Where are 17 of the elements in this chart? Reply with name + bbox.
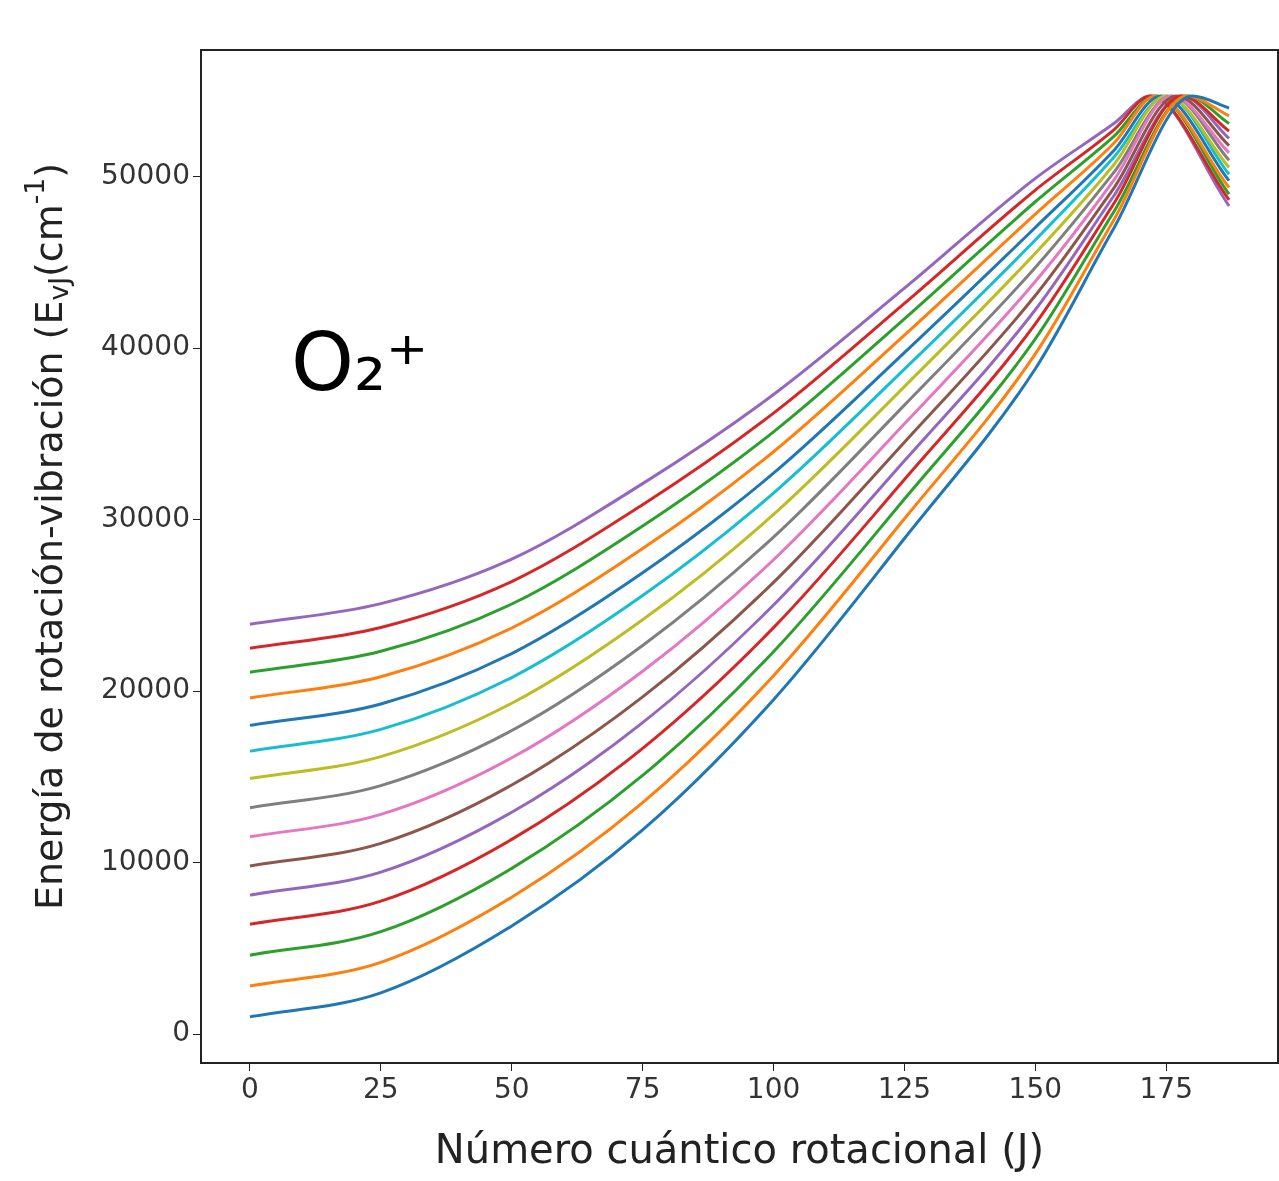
x-tick-label: 100	[746, 1072, 801, 1106]
x-tick-label: 175	[1139, 1072, 1193, 1106]
annotation: O₂⁺	[291, 316, 429, 409]
y-tick-label: 30000	[100, 500, 190, 534]
x-tick-label: 25	[363, 1072, 399, 1106]
y-tick-label: 20000	[100, 672, 190, 706]
x-tick-label: 0	[241, 1072, 259, 1106]
x-axis-title: Número cuántico rotacional (J)	[434, 1126, 1045, 1173]
y-tick-label: 10000	[100, 843, 190, 877]
x-tick-label: 50	[493, 1072, 530, 1106]
x-tick-label: 150	[1008, 1072, 1063, 1106]
y-tick-label: 50000	[100, 157, 190, 191]
x-tick-label: 75	[624, 1072, 661, 1106]
y-tick-label: 40000	[100, 329, 190, 363]
x-tick-label: 125	[877, 1072, 932, 1106]
y-tick-label: 0	[172, 1015, 190, 1049]
y-axis-title: Energía de rotación-vibración (EvJ(cm-1)	[18, 162, 75, 911]
